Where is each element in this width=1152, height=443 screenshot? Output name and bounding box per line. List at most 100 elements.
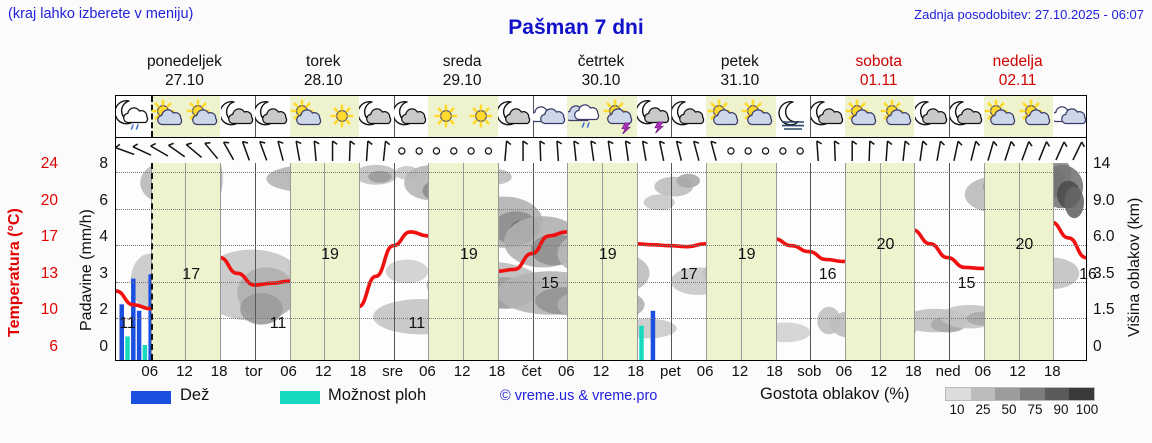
time-tick: 18 (766, 363, 783, 380)
cloud-blob (368, 170, 392, 183)
temperature-extreme-label: 20 (876, 236, 895, 254)
day-name: ponedeljek (146, 53, 222, 70)
temperature-tick: 6 (49, 337, 58, 355)
moon-cloud-drizzle-icon (116, 98, 150, 134)
cloud-blob (676, 173, 700, 188)
day-separator (810, 163, 812, 360)
cloud-glyph (1060, 108, 1086, 125)
cloud-glyph (712, 109, 738, 126)
temperature-tick: 13 (40, 264, 58, 282)
hour-gridline (914, 163, 916, 360)
moon-cloud-icon (359, 98, 393, 134)
cloud-glyph (886, 109, 912, 126)
time-tick: 18 (349, 363, 367, 380)
current-time-line (151, 163, 154, 360)
moon-cloud-icon (394, 98, 428, 134)
wind-barb (573, 140, 580, 161)
moon-glyph (778, 101, 800, 126)
cloud-density-step (1044, 388, 1070, 400)
cloud-icon (532, 98, 567, 134)
precipitation-bar (142, 345, 148, 360)
chart-area: 11 17 11 19 11 19 15 19 17 19 16 20 15 20 16 (116, 163, 1097, 360)
sun-glyph (469, 104, 492, 128)
daylight-stripe (289, 163, 359, 360)
sun-glyph (330, 104, 354, 128)
day-separator (949, 163, 951, 360)
time-tick: pet (659, 363, 681, 380)
time-tick: 18 (905, 363, 922, 380)
wind-barb (710, 140, 717, 161)
cloud-density-step (995, 388, 1021, 400)
day-date: 28.10 (303, 72, 343, 89)
wind-calm-symbol (727, 147, 735, 155)
value-gridline (116, 245, 1086, 246)
cloud-glyph (851, 109, 877, 126)
wind-calm-symbol (415, 147, 423, 155)
sun-cloud-icon (151, 98, 185, 134)
time-tick: 12 (592, 363, 610, 380)
wind-barb (885, 140, 893, 162)
time-tick: 12 (1009, 363, 1026, 380)
copyright-link[interactable]: © vreme.us & vreme.pro (500, 388, 658, 404)
time-tick: sob (797, 363, 822, 380)
cloud-density-tick: 50 (1001, 402, 1017, 417)
wind-barb (833, 140, 840, 162)
drizzle-glyph (131, 124, 140, 130)
precipitation-bar (148, 274, 153, 360)
wind-barb (222, 141, 235, 161)
cloud-blob (240, 293, 283, 325)
wind-barb (1072, 141, 1086, 161)
moon-fog-icon (776, 98, 810, 134)
cloud-glyph (1025, 109, 1051, 126)
cloud-height-tick: 14 (1093, 155, 1111, 172)
sun-cloud-icon (984, 98, 1018, 134)
cloud-density-gradient-bar (945, 387, 1095, 401)
day-separator (671, 163, 673, 360)
wind-barb (539, 140, 546, 162)
sun-cloud-thunder-icon (602, 98, 636, 134)
cloud-density-step (970, 388, 996, 400)
temperature-extreme-label: 19 (460, 245, 478, 263)
last-update-label: Zadnja posodobitev: 27.10.2025 - 06:07 (914, 7, 1144, 22)
moon-cloud-thunder-icon (637, 98, 671, 134)
time-tick: ned (935, 363, 961, 380)
cloud-glyph (227, 108, 253, 125)
wind-barb (919, 140, 928, 162)
value-gridline (116, 318, 1086, 319)
hour-gridline (845, 163, 846, 360)
time-tick: 06 (557, 363, 575, 380)
wind-calm-symbol (779, 147, 787, 155)
time-tick: sre (382, 363, 404, 380)
temperature-extreme-label: 11 (119, 314, 136, 332)
moon-cloud-icon (671, 98, 706, 134)
hour-gridline (1018, 163, 1020, 360)
day-date: 29.10 (442, 72, 482, 89)
cloud-height-tick: 6.0 (1093, 228, 1115, 245)
wind-barb (331, 140, 338, 161)
cloud-height-tick: 3.5 (1093, 264, 1115, 282)
fog-glyph (781, 121, 804, 130)
day-header-row: ponedeljek 27.10 torek 28.10 sreda 29.10 četrt… (115, 52, 1087, 92)
cloud-glyph (607, 108, 633, 125)
sun-cloud-icon (880, 98, 914, 134)
cloud-density-scale-labels: 10 25 50 75 90 100 (935, 402, 1110, 420)
wind-barb (168, 142, 186, 158)
sun-icon (464, 98, 498, 134)
wind-barb (692, 140, 700, 161)
precipitation-bar (119, 304, 124, 360)
time-tick: 12 (176, 363, 193, 380)
time-tick: 18 (627, 363, 645, 380)
time-tick: 12 (731, 363, 749, 380)
hour-gridline (428, 163, 430, 360)
meteogram-plot[interactable]: 11 17 11 19 11 19 15 19 17 19 16 20 15 20 16 (115, 95, 1097, 361)
temperature-tick: 17 (40, 228, 58, 245)
wind-calm-symbol (761, 147, 770, 155)
lightning-glyph (654, 121, 665, 134)
cloud-glyph (296, 109, 322, 126)
cloud-density-tick: 100 (1075, 402, 1099, 417)
wind-barb (365, 140, 373, 162)
cloud-blob (643, 194, 675, 211)
moon-cloud-icon (220, 98, 255, 134)
temperature-tick: 20 (40, 191, 58, 209)
hour-gridline (740, 163, 742, 360)
